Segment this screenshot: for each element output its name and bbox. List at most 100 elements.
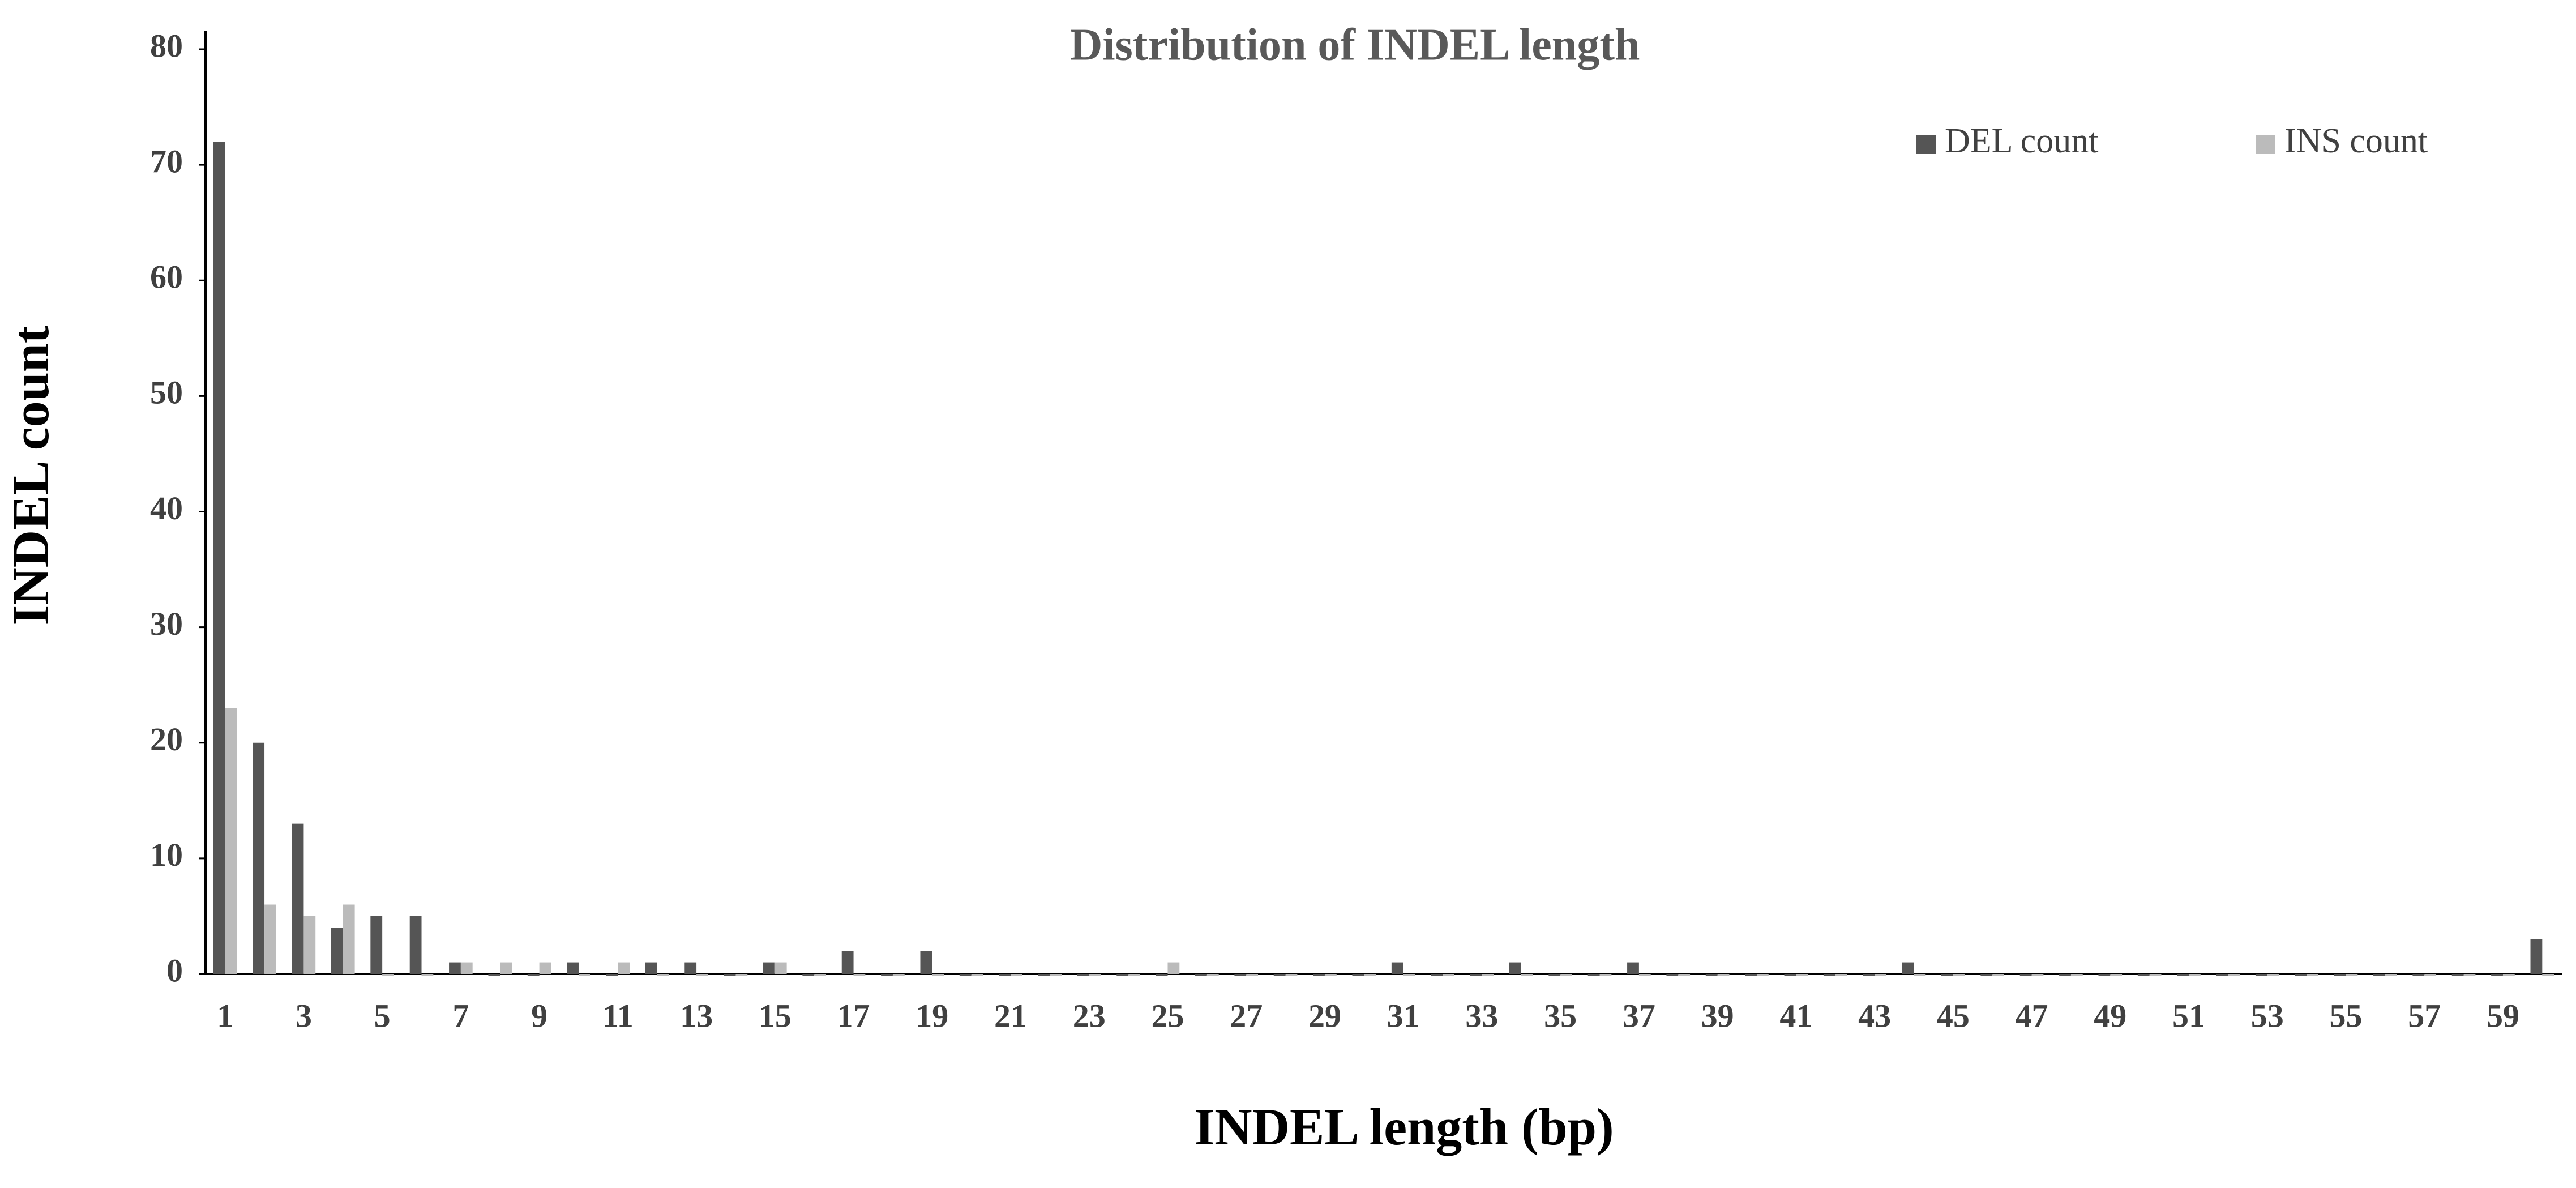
bar bbox=[1980, 974, 1993, 976]
bar bbox=[1352, 974, 1364, 976]
bar bbox=[1705, 974, 1718, 976]
bar bbox=[1717, 974, 1730, 976]
y-tick-label: 40 bbox=[150, 490, 183, 527]
bar bbox=[527, 974, 540, 976]
x-tick-label: 33 bbox=[1465, 997, 1498, 1034]
bar bbox=[1587, 974, 1600, 976]
bar bbox=[959, 974, 972, 976]
bar bbox=[2267, 974, 2279, 976]
bar bbox=[606, 974, 618, 976]
bar bbox=[2070, 974, 2083, 976]
bar bbox=[303, 916, 316, 974]
x-tick-label: 7 bbox=[452, 997, 469, 1034]
bar bbox=[1509, 962, 1521, 974]
chart-title: Distribution of INDEL length bbox=[1070, 20, 1640, 70]
bar bbox=[1784, 974, 1796, 976]
bar bbox=[2149, 974, 2162, 976]
x-tick-label: 43 bbox=[1858, 997, 1891, 1034]
bar bbox=[735, 974, 748, 976]
bar bbox=[2098, 974, 2111, 976]
bar bbox=[1364, 974, 1376, 976]
bar bbox=[1521, 974, 1533, 976]
bar bbox=[1167, 962, 1180, 974]
bar bbox=[1599, 974, 1612, 976]
bar bbox=[1431, 974, 1443, 976]
bar bbox=[2412, 974, 2425, 976]
bar bbox=[1156, 974, 1168, 976]
x-tick-label: 27 bbox=[1230, 997, 1263, 1034]
x-tick-label: 51 bbox=[2172, 997, 2205, 1034]
bar bbox=[1077, 974, 1089, 976]
bar bbox=[2491, 974, 2503, 976]
x-tick-label: 3 bbox=[296, 997, 312, 1034]
x-tick-label: 15 bbox=[759, 997, 791, 1034]
bar bbox=[932, 974, 944, 976]
bar bbox=[774, 962, 787, 974]
bar bbox=[1756, 974, 1769, 976]
x-tick-label: 39 bbox=[1701, 997, 1734, 1034]
legend-swatch bbox=[2256, 135, 2275, 154]
y-tick-label: 60 bbox=[150, 259, 183, 296]
bar bbox=[382, 974, 394, 976]
x-tick-label: 1 bbox=[217, 997, 233, 1034]
bar bbox=[264, 904, 276, 974]
x-tick-label: 59 bbox=[2487, 997, 2519, 1034]
bar bbox=[999, 974, 1011, 976]
bar bbox=[645, 962, 657, 974]
bar bbox=[1548, 974, 1561, 976]
bar bbox=[421, 974, 434, 976]
y-tick-label: 0 bbox=[166, 952, 183, 989]
bar bbox=[2530, 939, 2543, 974]
bar bbox=[2019, 974, 2032, 976]
bar bbox=[1089, 974, 1101, 976]
bar bbox=[1128, 974, 1140, 976]
bar bbox=[2295, 974, 2307, 976]
bar bbox=[1835, 974, 1847, 976]
x-tick-label: 31 bbox=[1387, 997, 1420, 1034]
x-tick-label: 37 bbox=[1623, 997, 1655, 1034]
y-tick-label: 20 bbox=[150, 721, 183, 758]
legend-swatch bbox=[1916, 135, 1936, 154]
bar bbox=[657, 974, 669, 976]
bar bbox=[1403, 974, 1415, 976]
bar bbox=[343, 904, 355, 974]
bar bbox=[2059, 974, 2071, 976]
bar bbox=[1443, 974, 1454, 976]
bar bbox=[1313, 974, 1325, 976]
x-tick-label: 17 bbox=[837, 997, 870, 1034]
bar bbox=[460, 962, 473, 974]
y-tick-label: 10 bbox=[150, 836, 183, 873]
bar bbox=[920, 951, 932, 974]
bar bbox=[881, 974, 893, 976]
bar bbox=[2137, 974, 2150, 976]
bar bbox=[1992, 974, 2004, 976]
bar bbox=[1011, 974, 1022, 976]
bar bbox=[971, 974, 983, 976]
bar bbox=[1195, 974, 1207, 976]
bar bbox=[500, 962, 512, 974]
x-tick-label: 29 bbox=[1308, 997, 1341, 1034]
bar bbox=[618, 962, 630, 974]
bar bbox=[1273, 974, 1286, 976]
bar bbox=[1666, 974, 1679, 976]
bar bbox=[1678, 974, 1691, 976]
bar bbox=[253, 742, 265, 974]
bar bbox=[1324, 974, 1337, 976]
bar bbox=[409, 916, 422, 974]
x-tick-label: 57 bbox=[2408, 997, 2441, 1034]
y-tick-label: 80 bbox=[150, 27, 183, 64]
bar bbox=[292, 823, 304, 974]
bar bbox=[1638, 974, 1651, 976]
x-tick-label: 5 bbox=[374, 997, 391, 1034]
bar bbox=[763, 962, 775, 974]
y-tick-label: 30 bbox=[150, 605, 183, 642]
bar bbox=[370, 916, 383, 974]
bar bbox=[539, 962, 551, 974]
bar bbox=[2177, 974, 2189, 976]
bar bbox=[2373, 974, 2385, 976]
bar bbox=[1206, 974, 1219, 976]
bar bbox=[1285, 974, 1298, 976]
bar bbox=[1902, 962, 1914, 974]
bar bbox=[1050, 974, 1062, 976]
